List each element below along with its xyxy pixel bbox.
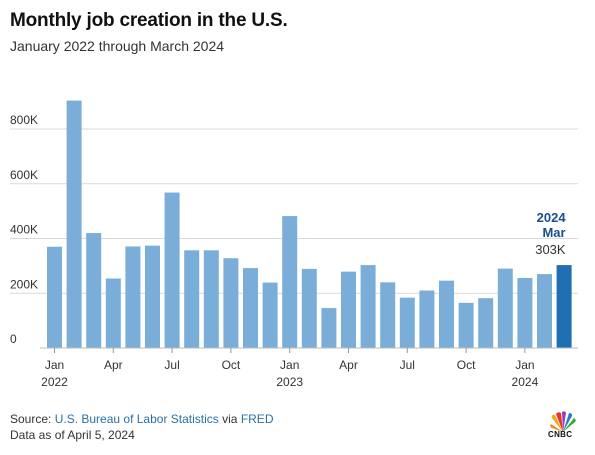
bar [439,280,454,348]
bar [537,274,552,348]
data-date-note: Data as of April 5, 2024 [10,428,135,442]
x-tick-label: Jan [45,358,64,372]
x-tick-label: Apr [104,358,123,372]
bar [47,246,62,348]
x-tick-label: Oct [457,358,476,372]
y-tick-label: 600K [10,168,38,182]
peacock-logo-icon [550,411,576,432]
bar [458,302,474,348]
source-fred-link[interactable]: FRED [240,412,274,426]
bar [478,298,494,348]
bar [301,268,317,348]
y-tick-label: 0 [10,332,17,346]
y-tick-label: 400K [10,223,38,237]
x-tick-year-label: 2023 [276,375,303,389]
bar [86,233,102,348]
highlight-value-label: 303K [535,242,566,257]
logo-text: CNBC [548,430,573,439]
chart-subtitle: January 2022 through March 2024 [10,38,225,54]
bar [145,245,160,348]
source-note: Source: U.S. Bureau of Labor Statistics … [10,412,273,426]
bar [203,250,219,348]
y-tick-label: 200K [10,277,38,291]
bar [125,246,141,348]
bar [262,282,278,348]
bar [556,265,572,348]
x-tick-label: Oct [222,358,241,372]
bar [341,271,356,348]
bar [497,268,513,348]
bar [184,250,200,348]
bar [164,192,180,348]
bar [517,277,533,348]
source-prefix: Source: [10,412,55,426]
bar [282,216,298,348]
y-tick-label: 800K [10,113,38,127]
x-tick-label: Apr [339,358,358,372]
x-tick-label: Jan [515,358,534,372]
x-tick-year-label: 2022 [41,375,68,389]
highlight-month-label: Mar [542,225,565,240]
x-tick-year-label: 2024 [512,375,539,389]
bar [321,308,337,348]
chart-title: Monthly job creation in the U.S. [10,10,288,31]
x-tick-label: Jul [164,358,179,372]
bar [399,297,415,348]
source-via: via [218,412,241,426]
bar [419,290,435,348]
x-tick-label: Jan [280,358,299,372]
x-tick-label: Jul [400,358,415,372]
source-bls-link[interactable]: U.S. Bureau of Labor Statistics [54,412,219,426]
highlight-year-label: 2024 [537,210,567,225]
bar [66,100,82,348]
bar [223,258,239,348]
bar [105,278,121,348]
bar [380,282,396,348]
bar [360,265,376,348]
bar [243,268,258,348]
